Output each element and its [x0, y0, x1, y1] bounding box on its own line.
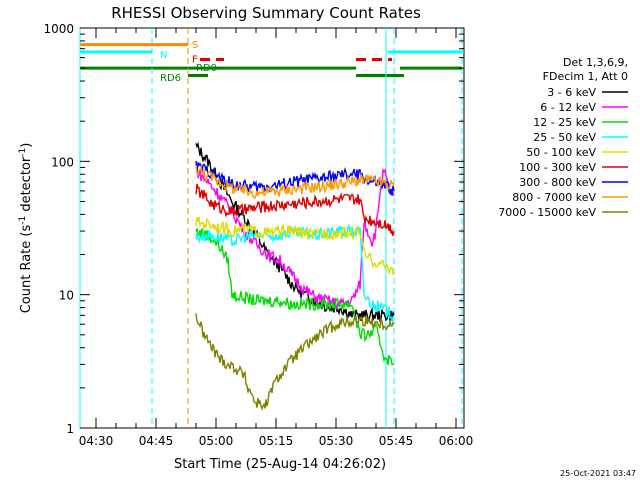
flag-label: RD0 — [196, 63, 217, 74]
flag-label: N — [160, 50, 167, 61]
legend-header-line2: FDecim 1, Att 0 — [543, 70, 628, 83]
legend-entry-label: 100 - 300 keV — [519, 161, 596, 174]
legend: Det 1,3,6,9, FDecim 1, Att 0 3 - 6 keV 6 … — [498, 56, 628, 219]
x-tick-label: 05:00 — [199, 434, 234, 448]
legend-entry-label: 6 - 12 keV — [540, 101, 596, 114]
series-line — [195, 183, 395, 237]
flag-label: RD6 — [160, 73, 181, 84]
series-line — [195, 228, 395, 366]
y-axis-label: Count Rate (s-1 detector-1) — [18, 143, 34, 314]
x-tick-label: 06:00 — [439, 434, 474, 448]
y-tick-label: 100 — [51, 155, 74, 169]
series-line — [195, 216, 395, 275]
x-tick-label: 04:30 — [79, 434, 114, 448]
flag-label: S — [192, 40, 198, 51]
x-tick-label: 04:45 — [139, 434, 174, 448]
y-tick-label: 1000 — [43, 22, 74, 36]
series-line — [195, 165, 395, 200]
footer-timestamp: 25-Oct-2021 03:47 — [560, 469, 636, 478]
flag-label: F — [192, 55, 198, 66]
x-tick-label: 05:15 — [259, 434, 294, 448]
x-tick-label: 05:45 — [379, 434, 414, 448]
legend-entry-label: 3 - 6 keV — [547, 86, 596, 99]
series-line — [195, 141, 395, 324]
y-tick-label: 10 — [59, 289, 74, 303]
legend-entry-label: 300 - 800 keV — [519, 176, 596, 189]
legend-entry-label: 7000 - 15000 keV — [498, 206, 596, 219]
legend-header-line1: Det 1,3,6,9, — [563, 56, 628, 69]
axis-layer: 1 10 100 1000 04:30 04:45 05:00 05:15 05:30 05:45… — [43, 22, 473, 448]
chart-title: RHESSI Observing Summary Count Rates — [111, 4, 421, 22]
legend-entry-label: 50 - 100 keV — [526, 146, 596, 159]
y-tick-label: 1 — [66, 422, 74, 436]
series-line — [195, 313, 395, 411]
legend-entry-label: 25 - 50 keV — [533, 131, 596, 144]
legend-entry-label: 12 - 25 keV — [533, 116, 596, 129]
x-tick-label: 05:30 — [319, 434, 354, 448]
x-axis-label: Start Time (25-Aug-14 04:26:02) — [174, 457, 386, 472]
legend-entry-label: 800 - 7000 keV — [512, 191, 596, 204]
series-layer — [195, 141, 395, 411]
time-marker-layer — [79, 28, 463, 428]
